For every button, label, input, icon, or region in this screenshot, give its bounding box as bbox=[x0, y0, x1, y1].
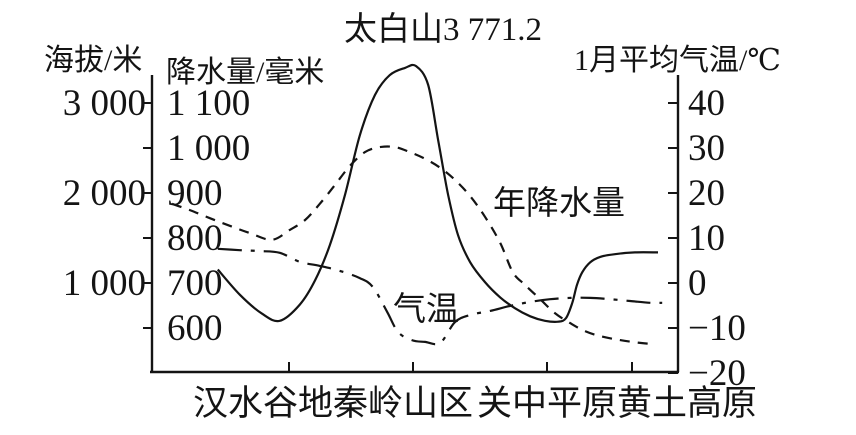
elevation-tick-label: 1 000 bbox=[63, 263, 146, 304]
precipitation-tick-label: 600 bbox=[167, 308, 223, 349]
precipitation-curve bbox=[171, 145, 655, 346]
temperature-tick-label: 20 bbox=[688, 173, 725, 214]
temperature-tick-label: 30 bbox=[688, 128, 725, 169]
elevation-axis-title: 海拔/米 bbox=[44, 44, 142, 77]
x-category-qinling: 秦岭山区 bbox=[333, 384, 473, 423]
elevation-curve bbox=[216, 63, 659, 323]
series-curves bbox=[171, 63, 663, 346]
x-category-labels: 汉水谷地 秦岭山区 关中平原 黄土高原 bbox=[193, 384, 757, 423]
temperature-axis-title: 1月平均气温/℃ bbox=[574, 44, 781, 77]
elevation-tick-label: 2 000 bbox=[63, 173, 146, 214]
temperature-tick-label: −20 bbox=[688, 353, 746, 394]
x-category-guanzhong: 关中平原 bbox=[477, 384, 617, 423]
tick-marks bbox=[143, 102, 678, 374]
precipitation-tick-label: 700 bbox=[167, 263, 223, 304]
precipitation-axis-title: 降水量/毫米 bbox=[166, 56, 324, 89]
elevation-tick-label: 3 000 bbox=[63, 83, 146, 124]
precipitation-tick-label: 900 bbox=[167, 173, 223, 214]
x-category-loess: 黄土高原 bbox=[617, 384, 757, 423]
precipitation-tick-label: 800 bbox=[167, 218, 223, 259]
precip-curve-label: 年降水量 bbox=[493, 185, 625, 222]
temperature-tick-label: 10 bbox=[688, 218, 725, 259]
temperature-tick-label: −10 bbox=[688, 308, 746, 349]
precipitation-tick-label: 1 000 bbox=[167, 128, 250, 169]
temperature-tick-label: 40 bbox=[688, 83, 725, 124]
precipitation-tick-label: 1 100 bbox=[167, 83, 250, 124]
temp-curve-label: 气温 bbox=[393, 291, 459, 328]
x-category-hanshui: 汉水谷地 bbox=[193, 384, 333, 423]
chart-title: 太白山3 771.2 bbox=[344, 11, 542, 48]
temperature-tick-label: 0 bbox=[688, 263, 707, 304]
temperature-curve bbox=[217, 247, 663, 346]
axes bbox=[150, 75, 680, 374]
